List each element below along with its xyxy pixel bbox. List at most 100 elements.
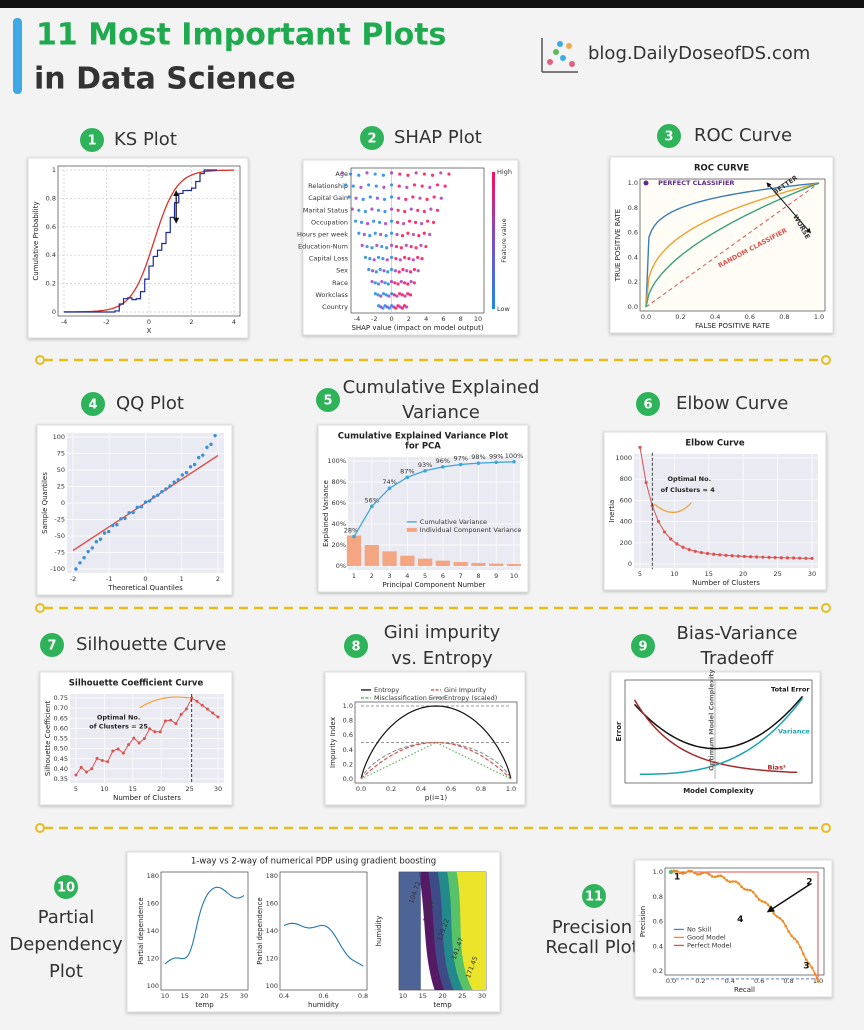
qq-point [127,511,131,515]
category-label: Marital Status [303,206,349,214]
panel-name: Dependency [9,934,123,955]
x-tick-label: 0.6 [446,785,456,793]
shap-dot [379,232,383,237]
point-label: 96% [436,457,450,465]
silhouette-point [90,767,94,771]
shap-dot [377,220,382,224]
good-point [672,869,676,872]
shap-dot [428,185,432,189]
good-point [754,894,758,898]
x-tick-label: 0.0 [666,977,676,985]
x-label: Recall [734,986,755,994]
qq-point [106,529,111,534]
y-tick-label: 0% [336,562,346,570]
shap-dot [378,267,382,272]
panel-name: ROC Curve [694,125,792,146]
x-tick-label: 0.2 [675,313,685,321]
x-tick-label: -1 [106,575,112,583]
y-tick-label: 0.70 [54,704,68,712]
component-bar [382,551,397,566]
qq-point [160,489,164,494]
shap-dot [386,270,390,274]
panel: 5 Cumulative Explained Variance Cumulative … [316,377,539,593]
x-tick-label: -4 [61,318,67,326]
y-label: Explained Variance [322,480,330,547]
shap-dot [370,279,374,284]
elbow-point [810,556,814,561]
annotation: of Clusters = 25 [89,722,148,730]
shap-dot [422,172,426,176]
contour-band [456,872,486,990]
shap-dot [401,267,405,272]
panel-name: QQ Plot [116,393,184,414]
variance [639,697,804,775]
y-tick-label: 0 [628,560,632,568]
shap-dot [353,219,358,223]
shap-dot [398,172,402,176]
good-point [690,869,693,873]
x-label: X [147,327,152,335]
point-label: 98% [471,453,485,461]
shap-dot [344,183,348,187]
x-tick-label: 4 [405,572,409,580]
shap-dot [416,208,420,212]
shap-dot [362,232,366,237]
y-tick-label: 0.0 [628,303,638,311]
qq-point [213,433,217,438]
shap-dot [380,244,384,249]
component-bar [453,562,468,566]
component-bar [471,562,486,566]
annotation: Variance [778,728,810,736]
x-tick-label: 20 [739,570,747,578]
x-tick-label: 1 [352,572,356,580]
y-tick-label: 1.0 [343,702,353,710]
qq-point [209,442,213,447]
x-tick-label: 5 [638,570,642,578]
shap-dot [373,281,377,285]
x-tick-label: -2 [70,575,76,583]
elbow-point [724,553,728,557]
y-tick-label: 1.0 [653,868,663,876]
good-point [699,872,702,876]
shap-dot [379,294,383,298]
elbow-point [748,555,753,559]
separators [35,355,831,833]
shap-dot [402,281,407,285]
shap-dot [394,257,398,261]
shap-dot [431,220,436,224]
y-tick-label: 0.6 [343,731,353,739]
y-tick-label: 0.8 [46,194,56,202]
shap-dot [403,255,407,260]
good-point [743,887,746,891]
shap-dot [389,219,394,223]
good-point [746,888,749,892]
good-point [678,871,682,874]
contour-left [399,872,421,990]
x-tick-label: 0.4 [416,785,426,793]
cumulative-point [441,465,445,469]
good-point [757,898,761,901]
qq-point [188,465,193,469]
x-tick-label: 0.0 [641,313,651,321]
plot-area [664,867,825,976]
x-tick-label: 5 [423,572,427,580]
panel-name: Recall Plot [545,937,638,958]
shap-dot [386,282,390,286]
y-tick-label: 0.2 [628,278,638,286]
shap-dot [447,172,451,176]
shap-dot [420,257,424,261]
good-point [716,874,720,878]
x-tick-label: 25 [185,785,193,793]
shap-dot [383,221,388,226]
x-tick-label: 10 [161,992,169,1000]
shap-dot [416,269,420,273]
shap-dot [363,209,367,214]
x-label: Theoretical Quantiles [107,584,183,592]
panel: 7 Silhouette Curve Silhouette Coefficient … [39,633,233,806]
point-label: 28% [344,527,358,535]
cumulative-point [494,460,499,465]
x-tick-label: -2 [371,315,377,323]
shap-dot [404,243,408,247]
point-label: 93% [418,461,432,469]
